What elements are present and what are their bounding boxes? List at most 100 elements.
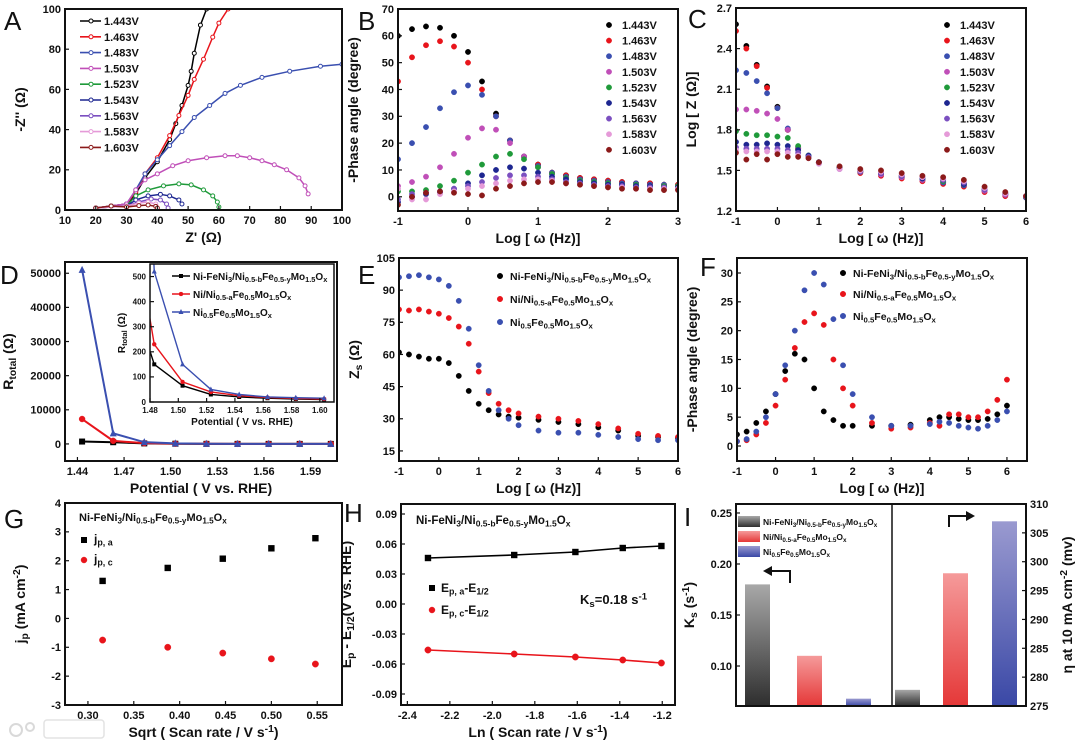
data-point: [535, 413, 542, 420]
data-point: [445, 360, 452, 366]
x-tick-label: 0: [773, 466, 779, 478]
x-tick-label: 1.47: [113, 466, 134, 478]
data-point: [811, 270, 818, 276]
panel-label: I: [684, 502, 691, 532]
legend-marker: [606, 146, 612, 153]
data-point: [317, 63, 323, 69]
x-tick-label: 4: [927, 466, 934, 478]
watermark-logo: [9, 719, 105, 739]
legend-label: 1.603V: [104, 142, 140, 154]
legend-marker: [88, 97, 94, 103]
x-tick-label: 1.56: [253, 466, 274, 478]
x-tick-label: 6: [675, 466, 681, 478]
data-point: [907, 422, 914, 429]
data-point: [219, 555, 226, 562]
data-point: [955, 411, 962, 418]
data-point: [840, 422, 846, 429]
data-point: [425, 308, 432, 315]
data-point: [479, 192, 485, 199]
left-y-axis-label: Ks (s-1): [681, 582, 700, 628]
data-point: [201, 56, 206, 62]
data-point: [555, 415, 562, 422]
data-point: [191, 50, 197, 56]
data-point: [201, 187, 206, 193]
data-point: [425, 355, 432, 362]
data-point: [465, 82, 471, 89]
x-tick-label: 4: [940, 216, 947, 228]
data-point: [830, 417, 837, 423]
data-point: [815, 159, 822, 166]
data-point: [423, 196, 429, 203]
x-tick-label: 100: [333, 215, 351, 227]
legend-label: jp, c: [93, 552, 113, 568]
data-point: [849, 402, 856, 409]
data-point: [505, 415, 512, 422]
data-point: [994, 417, 1001, 423]
data-point: [515, 410, 522, 417]
x-axis-label: Log [ ω (Hz)]: [496, 480, 581, 496]
data-point: [857, 166, 864, 172]
data-point: [157, 191, 163, 197]
data-point: [535, 164, 541, 171]
plot-frame: [400, 503, 676, 706]
y-tick-label: 15: [383, 446, 395, 458]
y-tick-label: 0: [727, 441, 733, 453]
y-tick-label: 20: [721, 326, 733, 338]
plot-frame: [64, 8, 343, 211]
data-point: [784, 135, 791, 141]
x-tick-label: 0: [774, 216, 780, 228]
legend-label: 1.523V: [960, 82, 996, 94]
legend-label: 1.463V: [960, 36, 996, 48]
data-point: [451, 32, 457, 39]
bar-ks: [797, 655, 822, 706]
data-point: [946, 411, 953, 418]
data-point: [465, 49, 471, 55]
data-point: [743, 70, 750, 76]
data-point: [479, 161, 485, 168]
legend-label: 1.463V: [104, 32, 140, 44]
data-point: [743, 156, 750, 163]
data-point: [493, 175, 499, 181]
data-point: [572, 548, 579, 556]
plot-area: [424, 542, 665, 667]
data-point: [619, 656, 627, 664]
data-point: [160, 183, 166, 189]
data-point: [268, 545, 275, 552]
data-point: [185, 82, 191, 88]
x-tick-label: 90: [305, 215, 317, 227]
legend-label: 1.563V: [622, 114, 658, 126]
plot-frame: [398, 257, 679, 462]
legend-marker: [606, 84, 612, 91]
data-point: [180, 379, 185, 385]
legend-label: 1.603V: [960, 145, 996, 157]
data-point: [507, 172, 513, 179]
legend-label: Ni/Ni0.5-aFe0.5Mo1.5Ox: [193, 290, 292, 302]
panel-d: D1.44 1.47 1.50 1.53 1.56 1.59010000200003000…: [0, 260, 338, 496]
data-point: [435, 310, 442, 317]
y-tick-label: 10000: [30, 405, 61, 417]
data-point: [975, 425, 981, 432]
series-8: [93, 202, 160, 210]
data-point: [840, 362, 846, 369]
data-point: [302, 183, 308, 189]
arrowhead-icon: [763, 566, 772, 576]
data-point: [152, 342, 157, 347]
y-tick-label: 2.7: [717, 3, 732, 15]
data-point: [753, 428, 760, 435]
y-tick-label: 0.09: [376, 509, 397, 521]
data-point: [940, 174, 947, 181]
legend-label: Ni/Ni0.5-aFe0.5Mo1.5Ox: [763, 532, 847, 544]
data-point: [188, 68, 194, 74]
data-point: [437, 38, 443, 45]
legend-marker: [944, 22, 950, 28]
legend-marker: [944, 146, 950, 153]
y-tick-label: 275: [1030, 701, 1048, 713]
x-tick-label: 0.35: [123, 710, 144, 722]
legend-label: 1.503V: [104, 63, 140, 75]
data-point: [423, 124, 429, 130]
y-tick-label: 0.20: [711, 559, 732, 571]
legend-label: 1.583V: [104, 127, 140, 139]
x-axis-label: Sqrt ( Scan rate / V s-1): [128, 724, 278, 740]
series-0: [424, 542, 665, 562]
y-tick-label: 25: [721, 297, 733, 309]
